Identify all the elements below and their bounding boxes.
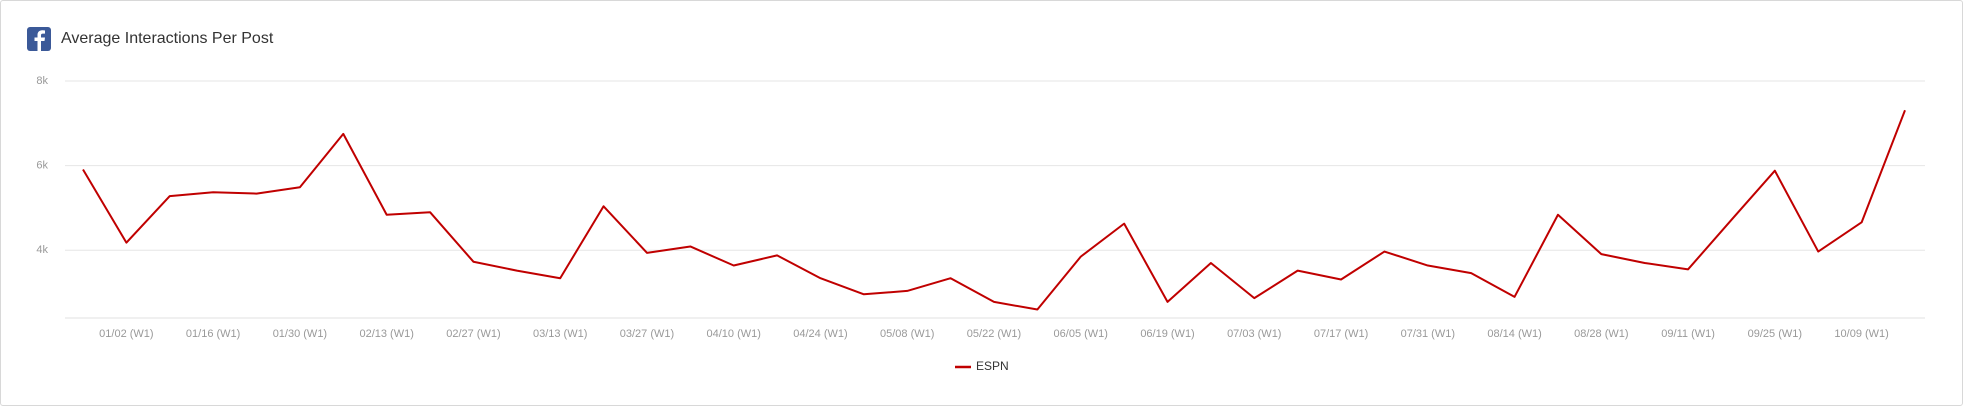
facebook-logo [34,30,45,51]
x-tick-label: 03/13 (W1) [533,328,587,340]
x-tick-label: 05/08 (W1) [880,328,934,340]
x-tick-label: 09/25 (W1) [1748,328,1802,340]
x-tick-label: 03/27 (W1) [620,328,674,340]
x-tick-label: 04/24 (W1) [793,328,847,340]
y-tick-label: 4k [36,244,48,256]
x-tick-label: 04/10 (W1) [707,328,761,340]
x-tick-label: 01/30 (W1) [273,328,327,340]
x-tick-label: 07/17 (W1) [1314,328,1368,340]
x-tick-label: 10/09 (W1) [1834,328,1888,340]
legend-label: ESPN [976,359,1009,373]
series-line [82,109,1906,311]
chart-title: Average Interactions Per Post [61,30,274,47]
x-tick-label: 01/02 (W1) [99,328,153,340]
x-tick-label: 01/16 (W1) [186,328,240,340]
x-tick-label: 08/28 (W1) [1574,328,1628,340]
x-tick-label: 05/22 (W1) [967,328,1021,340]
x-tick-label: 06/05 (W1) [1054,328,1108,340]
y-tick-label: 8k [36,75,48,87]
x-tick-label: 07/03 (W1) [1227,328,1281,340]
x-tick-label: 09/11 (W1) [1661,328,1715,340]
x-tick-label: 08/14 (W1) [1487,328,1541,340]
y-tick-label: 6k [36,160,48,172]
x-tick-label: 07/31 (W1) [1401,328,1455,340]
x-tick-label: 02/27 (W1) [446,328,500,340]
x-tick-label: 06/19 (W1) [1140,328,1194,340]
x-tick-label: 02/13 (W1) [359,328,413,340]
